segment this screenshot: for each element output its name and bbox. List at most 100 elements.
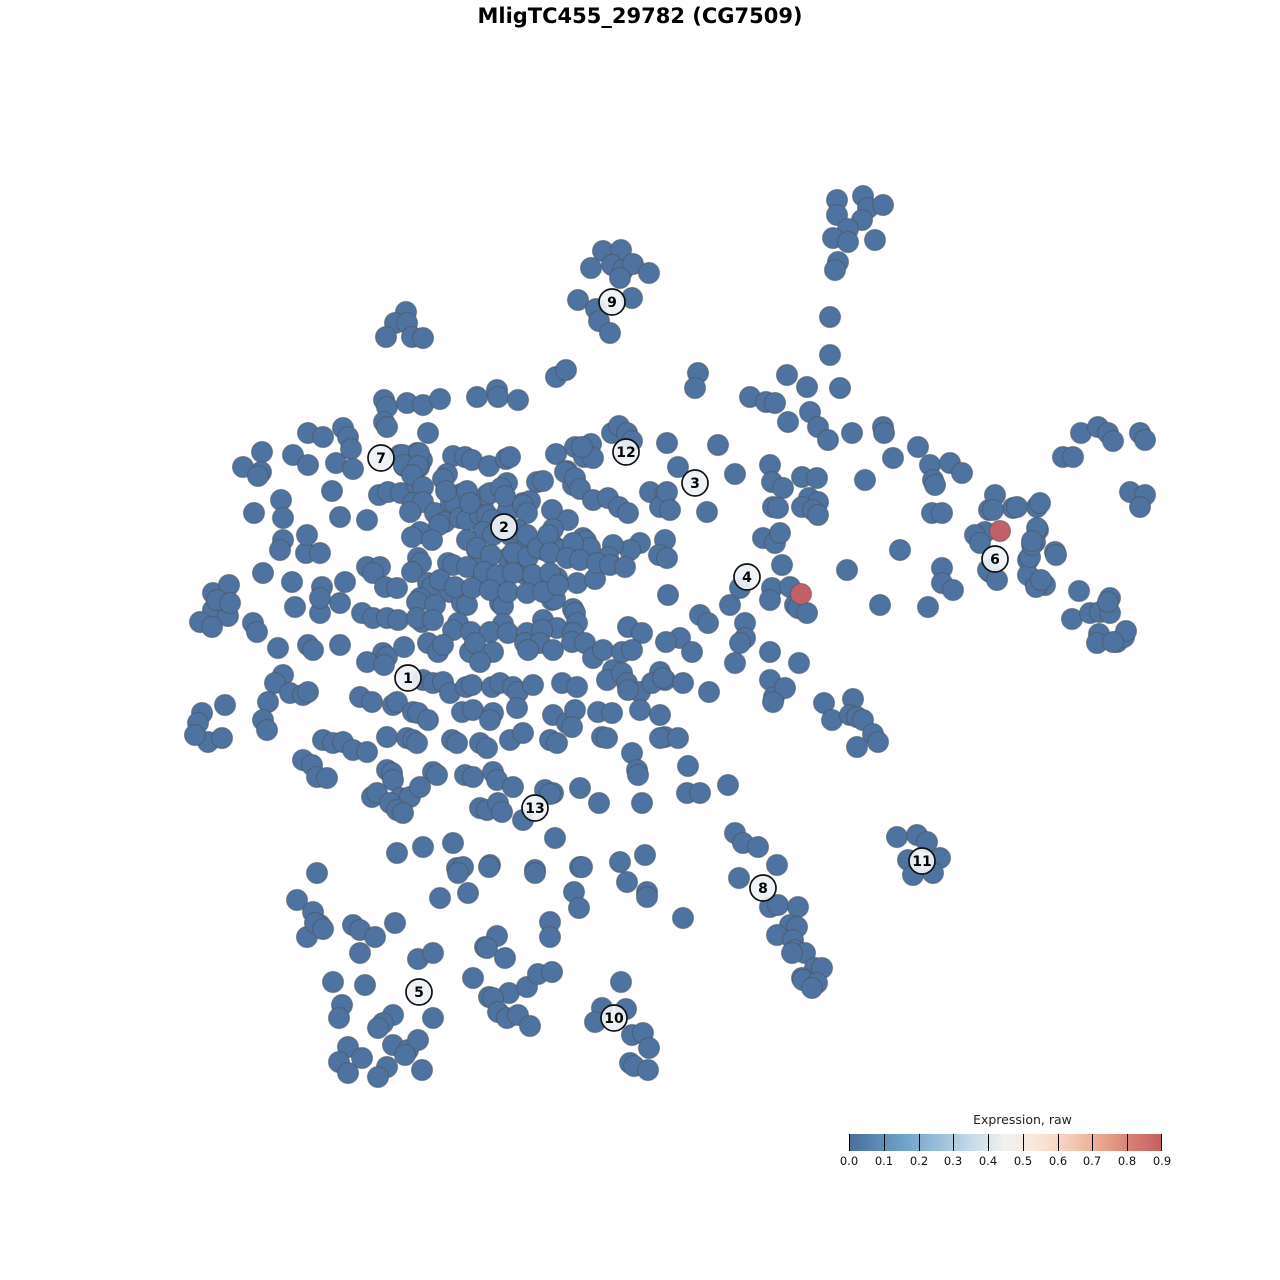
cell-dot bbox=[636, 1058, 660, 1082]
cluster-label-1: 1 bbox=[394, 664, 422, 692]
cell-dot bbox=[763, 391, 787, 415]
cell-dot bbox=[608, 266, 632, 290]
cell-dot bbox=[656, 583, 680, 607]
colorbar-tick-label: 0.3 bbox=[943, 1154, 963, 1168]
colorbar-tick-label: 0.7 bbox=[1082, 1154, 1102, 1168]
cell-dot bbox=[1096, 590, 1120, 614]
cell-dot bbox=[630, 791, 654, 815]
colorbar-tick bbox=[919, 1134, 920, 1151]
cell-dot bbox=[360, 690, 384, 714]
cell-dot bbox=[475, 936, 499, 960]
cell-dot bbox=[421, 1006, 445, 1030]
cell-dot bbox=[728, 631, 752, 655]
cell-dot bbox=[727, 866, 751, 890]
legend-title: Expression, raw bbox=[973, 1112, 1072, 1127]
cell-dot bbox=[431, 633, 455, 657]
cell-dot bbox=[723, 462, 747, 486]
cell-dot bbox=[421, 608, 445, 632]
cluster-label-5: 5 bbox=[405, 978, 433, 1006]
cell-dot bbox=[271, 506, 295, 530]
cell-dot bbox=[766, 496, 790, 520]
cell-dot bbox=[301, 638, 325, 662]
cell-dot bbox=[775, 363, 799, 387]
cell-dot bbox=[391, 801, 415, 825]
cell-dot bbox=[250, 440, 274, 464]
cell-dot bbox=[218, 591, 242, 615]
cell-dot bbox=[696, 611, 720, 635]
cell-dot bbox=[1028, 491, 1052, 515]
cell-dot bbox=[676, 754, 700, 778]
cell-dot bbox=[758, 640, 782, 664]
cell-dot bbox=[805, 466, 829, 490]
cell-dot bbox=[392, 635, 416, 659]
cell-dot bbox=[598, 321, 622, 345]
cell-dot bbox=[183, 723, 207, 747]
cell-dot bbox=[565, 571, 589, 595]
cell-dot bbox=[923, 473, 947, 497]
cluster-label-7: 7 bbox=[367, 444, 395, 472]
cell-dot bbox=[355, 508, 379, 532]
cluster-label-10: 10 bbox=[600, 1004, 628, 1032]
cell-dot bbox=[988, 519, 1012, 543]
cell-dot bbox=[554, 358, 578, 382]
cell-dot bbox=[637, 1036, 661, 1060]
cell-dot bbox=[941, 578, 965, 602]
colorbar-tick-label: 0.0 bbox=[839, 1154, 859, 1168]
cell-dot bbox=[789, 582, 813, 606]
cell-dot bbox=[465, 385, 489, 409]
cell-dot bbox=[283, 595, 307, 619]
cell-dot bbox=[706, 433, 730, 457]
cell-dot bbox=[501, 775, 525, 799]
cell-dot bbox=[916, 595, 940, 619]
cell-dot bbox=[881, 446, 905, 470]
cell-dot bbox=[697, 680, 721, 704]
cell-dot bbox=[868, 593, 892, 617]
cell-dot bbox=[383, 911, 407, 935]
cell-dot bbox=[493, 946, 517, 970]
cell-dot bbox=[410, 1058, 434, 1082]
cell-dot bbox=[1101, 429, 1125, 453]
svg-text:4: 4 bbox=[742, 570, 752, 586]
cell-dot bbox=[628, 698, 652, 722]
cell-dot bbox=[445, 731, 469, 755]
cell-dot bbox=[308, 586, 332, 610]
cell-dot bbox=[541, 638, 565, 662]
cell-dot bbox=[565, 675, 589, 699]
cluster-label-9: 9 bbox=[598, 288, 626, 316]
cell-dot bbox=[213, 693, 237, 717]
colorbar-tick bbox=[1127, 1134, 1128, 1151]
cell-dot bbox=[420, 528, 444, 552]
cell-dot bbox=[758, 588, 782, 612]
cell-dot bbox=[516, 638, 540, 662]
cell-dot bbox=[1061, 445, 1085, 469]
colorbar-tick-label: 0.9 bbox=[1152, 1154, 1172, 1168]
cell-dot bbox=[780, 941, 804, 965]
cell-dot bbox=[648, 703, 672, 727]
cell-dot bbox=[981, 498, 1005, 522]
cluster-label-6: 6 bbox=[981, 545, 1009, 573]
cell-dot bbox=[540, 960, 564, 984]
cell-dot bbox=[398, 500, 422, 524]
cell-dot bbox=[570, 855, 594, 879]
cell-dot bbox=[666, 726, 690, 750]
cell-dot bbox=[765, 853, 789, 877]
cell-dot bbox=[311, 425, 335, 449]
cell-dot bbox=[871, 193, 895, 217]
cell-dot bbox=[375, 415, 399, 439]
cell-dot bbox=[1005, 495, 1029, 519]
cell-dot bbox=[511, 721, 535, 745]
cell-dot bbox=[308, 541, 332, 565]
cell-dot bbox=[327, 1006, 351, 1030]
cell-dot bbox=[375, 725, 399, 749]
cluster-label-12: 12 bbox=[612, 438, 640, 466]
svg-text:5: 5 bbox=[414, 985, 424, 1001]
cluster-label-2: 2 bbox=[490, 513, 518, 541]
cell-dot bbox=[305, 861, 329, 885]
colorbar-tick bbox=[884, 1134, 885, 1151]
cell-dot bbox=[268, 538, 292, 562]
cell-dot bbox=[538, 925, 562, 949]
cell-dot bbox=[363, 925, 387, 949]
svg-text:2: 2 bbox=[499, 520, 509, 536]
cell-dot bbox=[716, 773, 740, 797]
svg-text:3: 3 bbox=[690, 476, 700, 492]
